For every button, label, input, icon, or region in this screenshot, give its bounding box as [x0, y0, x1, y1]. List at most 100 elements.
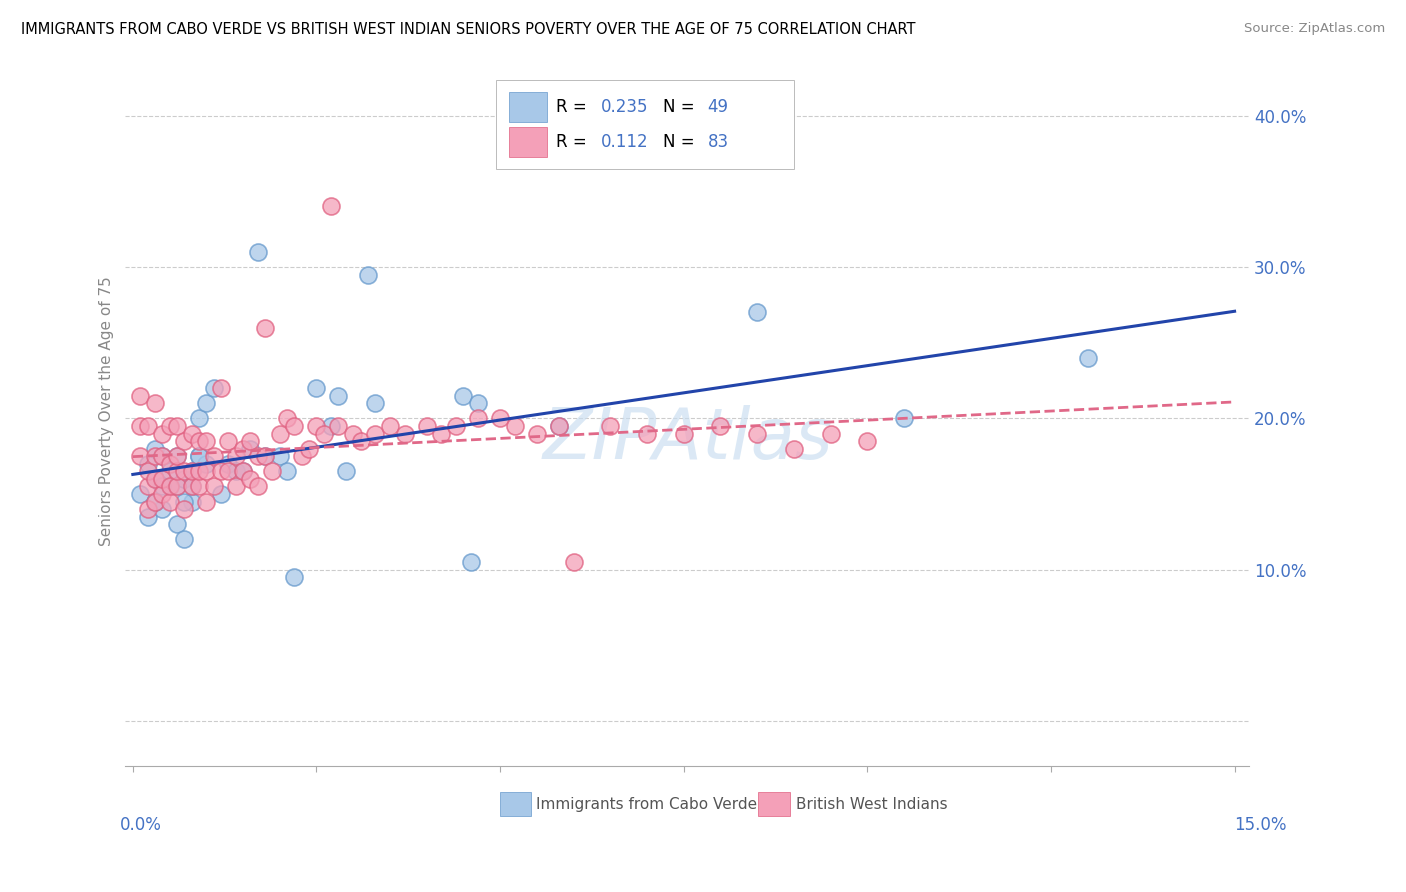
Point [217, 457, 239, 471]
Point [195, 464, 218, 478]
Point [467, 396, 489, 410]
Point [143, 396, 166, 410]
Text: 0.0%: 0.0% [120, 816, 162, 834]
Point [430, 426, 453, 441]
Point [136, 419, 159, 434]
Point [364, 426, 387, 441]
Point [202, 479, 225, 493]
Point [342, 426, 364, 441]
Point [150, 472, 173, 486]
FancyBboxPatch shape [758, 792, 790, 816]
Text: 83: 83 [707, 133, 728, 151]
Point [166, 464, 188, 478]
Text: ZIPAtlas: ZIPAtlas [543, 405, 832, 474]
Point [173, 502, 195, 516]
Point [328, 419, 350, 434]
Point [173, 434, 195, 448]
Point [276, 411, 298, 425]
Point [202, 381, 225, 395]
Point [269, 449, 291, 463]
Point [136, 457, 159, 471]
Point [202, 449, 225, 463]
Point [150, 449, 173, 463]
Point [187, 449, 209, 463]
Point [856, 434, 879, 448]
FancyBboxPatch shape [509, 127, 547, 157]
FancyBboxPatch shape [496, 80, 794, 169]
Text: Immigrants from Cabo Verde: Immigrants from Cabo Verde [536, 797, 756, 812]
Point [276, 464, 298, 478]
Point [636, 426, 658, 441]
Point [187, 479, 209, 493]
Point [349, 434, 371, 448]
Point [253, 449, 276, 463]
Point [136, 509, 159, 524]
Point [173, 464, 195, 478]
Point [547, 419, 569, 434]
Point [232, 442, 254, 456]
Point [709, 419, 731, 434]
Y-axis label: Seniors Poverty Over the Age of 75: Seniors Poverty Over the Age of 75 [100, 276, 114, 546]
Point [180, 494, 202, 508]
Point [239, 472, 262, 486]
Point [415, 419, 437, 434]
Point [136, 502, 159, 516]
Point [312, 426, 335, 441]
Point [159, 464, 181, 478]
Point [298, 442, 321, 456]
Point [159, 479, 181, 493]
Point [166, 479, 188, 493]
Text: British West Indians: British West Indians [796, 797, 948, 812]
Point [453, 389, 475, 403]
Point [129, 389, 152, 403]
Point [246, 479, 269, 493]
Point [526, 426, 548, 441]
Point [187, 449, 209, 463]
Point [246, 449, 269, 463]
Text: 15.0%: 15.0% [1234, 816, 1286, 834]
Point [225, 449, 247, 463]
Point [159, 494, 181, 508]
Text: R =: R = [555, 98, 592, 116]
Point [173, 494, 195, 508]
Point [209, 487, 232, 501]
Point [283, 419, 305, 434]
Text: 0.235: 0.235 [600, 98, 648, 116]
Point [159, 479, 181, 493]
Point [217, 434, 239, 448]
Point [209, 464, 232, 478]
Point [150, 426, 173, 441]
Point [321, 419, 343, 434]
Point [159, 419, 181, 434]
Point [143, 442, 166, 456]
Point [180, 479, 202, 493]
Point [209, 381, 232, 395]
Point [460, 555, 482, 569]
Point [378, 419, 401, 434]
Point [180, 426, 202, 441]
Point [129, 419, 152, 434]
Point [269, 426, 291, 441]
Point [180, 479, 202, 493]
Point [444, 419, 467, 434]
Point [173, 533, 195, 547]
Text: 0.112: 0.112 [600, 133, 648, 151]
Point [187, 434, 209, 448]
Point [820, 426, 842, 441]
Point [225, 479, 247, 493]
Point [187, 464, 209, 478]
Point [195, 396, 218, 410]
Point [747, 426, 769, 441]
Point [150, 487, 173, 501]
FancyBboxPatch shape [499, 792, 531, 816]
Point [503, 419, 526, 434]
Point [547, 419, 569, 434]
Point [166, 517, 188, 532]
Point [195, 457, 218, 471]
Point [143, 472, 166, 486]
Point [150, 479, 173, 493]
Point [217, 464, 239, 478]
Point [136, 479, 159, 493]
Point [283, 570, 305, 584]
Point [253, 449, 276, 463]
